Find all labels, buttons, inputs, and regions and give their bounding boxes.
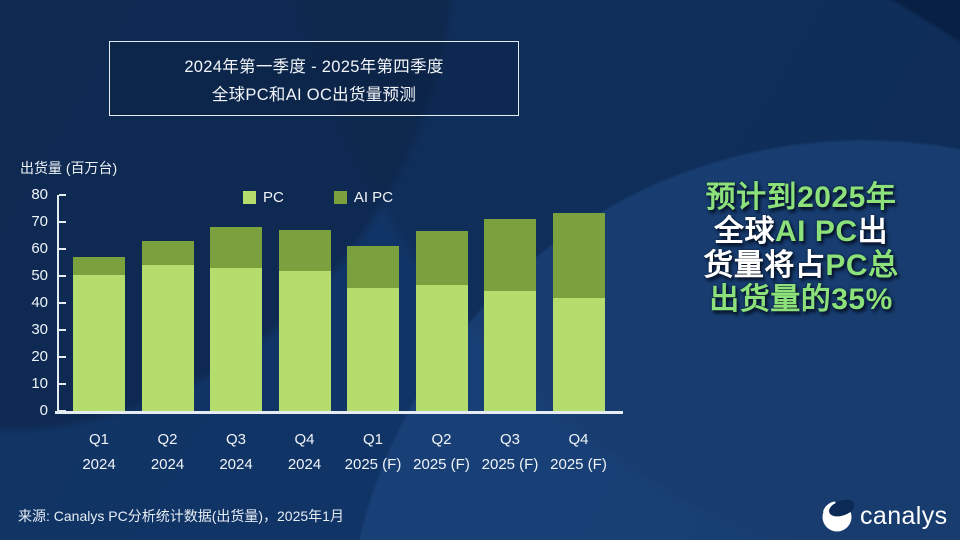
x-axis-label: Q4 2024 (260, 427, 350, 477)
canalys-logo-text: canalys (860, 501, 948, 530)
bar-pc-segment (141, 265, 194, 411)
headline-line: 出货量的35% (648, 283, 954, 317)
headline-line: 全球AI PC出 (648, 215, 954, 249)
y-tick-mark (59, 383, 66, 385)
bar-aipc-segment (552, 212, 605, 298)
y-tick-mark (59, 302, 66, 304)
bar-pc-segment (347, 288, 399, 411)
x-axis-label: Q2 2025 (F) (397, 427, 487, 477)
y-tick-mark (59, 221, 66, 223)
headline-line: 货量将占PC总 (648, 249, 954, 283)
x-axis-label: Q1 2024 (54, 427, 144, 477)
chart-legend: PC AI PC (243, 189, 393, 206)
x-axis-label-year: 2025 (F) (481, 456, 539, 473)
x-axis-line (55, 411, 623, 414)
bar-pc-segment (210, 267, 262, 411)
y-tick-mark (59, 410, 66, 412)
x-axis-label: Q2 2024 (123, 427, 213, 477)
bar-aipc-segment (73, 257, 125, 275)
bar-pc-segment (415, 285, 468, 411)
bar-aipc-segment (141, 240, 194, 266)
y-tick-label: 80 (31, 186, 48, 203)
headline-segment: 货量将占 (703, 249, 826, 282)
bar-pc-segment (73, 274, 125, 411)
y-tick-label: 20 (31, 348, 48, 365)
legend-label: PC (263, 189, 284, 206)
headline: 预计到2025年 全球AI PC出 货量将占PC总 出货量的35% (648, 181, 954, 317)
x-axis-label-quarter: Q1 (88, 431, 109, 448)
legend-item: PC (243, 189, 284, 206)
title-box: 2024年第一季度 - 2025年第四季度 全球PC和AI OC出货量预测 (109, 41, 519, 116)
source-note: 来源: Canalys PC分析统计数据(出货量)，2025年1月 (18, 508, 344, 524)
canalys-logo: canalys (820, 499, 948, 533)
y-axis-title: 出货量 (百万台) (20, 160, 118, 176)
y-axis-line (57, 195, 59, 413)
y-tick-label: 70 (31, 213, 48, 230)
y-tick-mark (59, 356, 66, 358)
headline-segment: AI PC (774, 215, 858, 248)
legend-label: AI PC (353, 189, 394, 206)
y-tick-mark (59, 248, 66, 250)
headline-line: 预计到2025年 (648, 181, 954, 215)
x-axis-label: Q3 2025 (F) (465, 427, 555, 477)
y-tick-label: 60 (31, 240, 48, 257)
x-axis-label-year: 2024 (219, 456, 253, 473)
x-axis-label-year: 2024 (150, 456, 185, 473)
x-axis-label-quarter: Q1 (362, 431, 383, 448)
y-tick-label: 30 (31, 321, 48, 338)
headline-segment: PC总 (825, 249, 899, 282)
headline-segment: 出货量的35% (709, 283, 893, 316)
x-axis-label-year: 2025 (F) (550, 456, 607, 473)
y-tick-mark (59, 194, 66, 196)
title-line-2: 全球PC和AI OC出货量预测 (211, 86, 417, 104)
y-tick-label: 0 (39, 402, 48, 419)
headline-segment: 出 (857, 215, 888, 248)
y-tick-label: 40 (31, 294, 48, 311)
y-tick-mark (59, 275, 66, 277)
y-tick-label: 10 (31, 375, 48, 392)
bar-aipc-segment (415, 231, 468, 286)
headline-segment: 全球 (713, 215, 775, 248)
x-axis-label-quarter: Q4 (294, 431, 315, 448)
x-axis-label-quarter: Q4 (568, 431, 589, 448)
bar-pc-segment (552, 297, 605, 411)
x-axis-label: Q1 2025 (F) (328, 427, 418, 477)
bar-aipc-segment (347, 246, 399, 289)
x-axis-label-quarter: Q3 (225, 431, 246, 448)
bar-pc-segment (278, 270, 331, 411)
x-axis-label-year: 2024 (82, 456, 116, 473)
x-axis-label: Q4 2025 (F) (534, 427, 624, 477)
legend-item: AI PC (333, 189, 394, 206)
bar-pc-segment (484, 290, 536, 411)
canalys-logo-icon (822, 499, 854, 532)
bar-aipc-segment (278, 230, 331, 271)
legend-swatch (333, 191, 347, 204)
x-axis-label-year: 2024 (287, 456, 322, 473)
legend-swatch (243, 191, 256, 204)
x-axis-label-quarter: Q3 (499, 431, 520, 448)
x-axis-label-year: 2025 (F) (413, 456, 470, 473)
x-axis-label-quarter: Q2 (157, 431, 178, 448)
y-tick-label: 50 (31, 267, 48, 284)
title-line-1: 2024年第一季度 - 2025年第四季度 (184, 58, 444, 76)
y-tick-mark (59, 329, 66, 331)
x-axis-label: Q3 2024 (191, 427, 281, 477)
bar-aipc-segment (210, 227, 262, 268)
bar-aipc-segment (484, 219, 536, 291)
x-axis-label-quarter: Q2 (431, 431, 452, 448)
x-axis-label-year: 2025 (F) (344, 456, 402, 473)
headline-segment: 预计到2025年 (705, 181, 897, 214)
